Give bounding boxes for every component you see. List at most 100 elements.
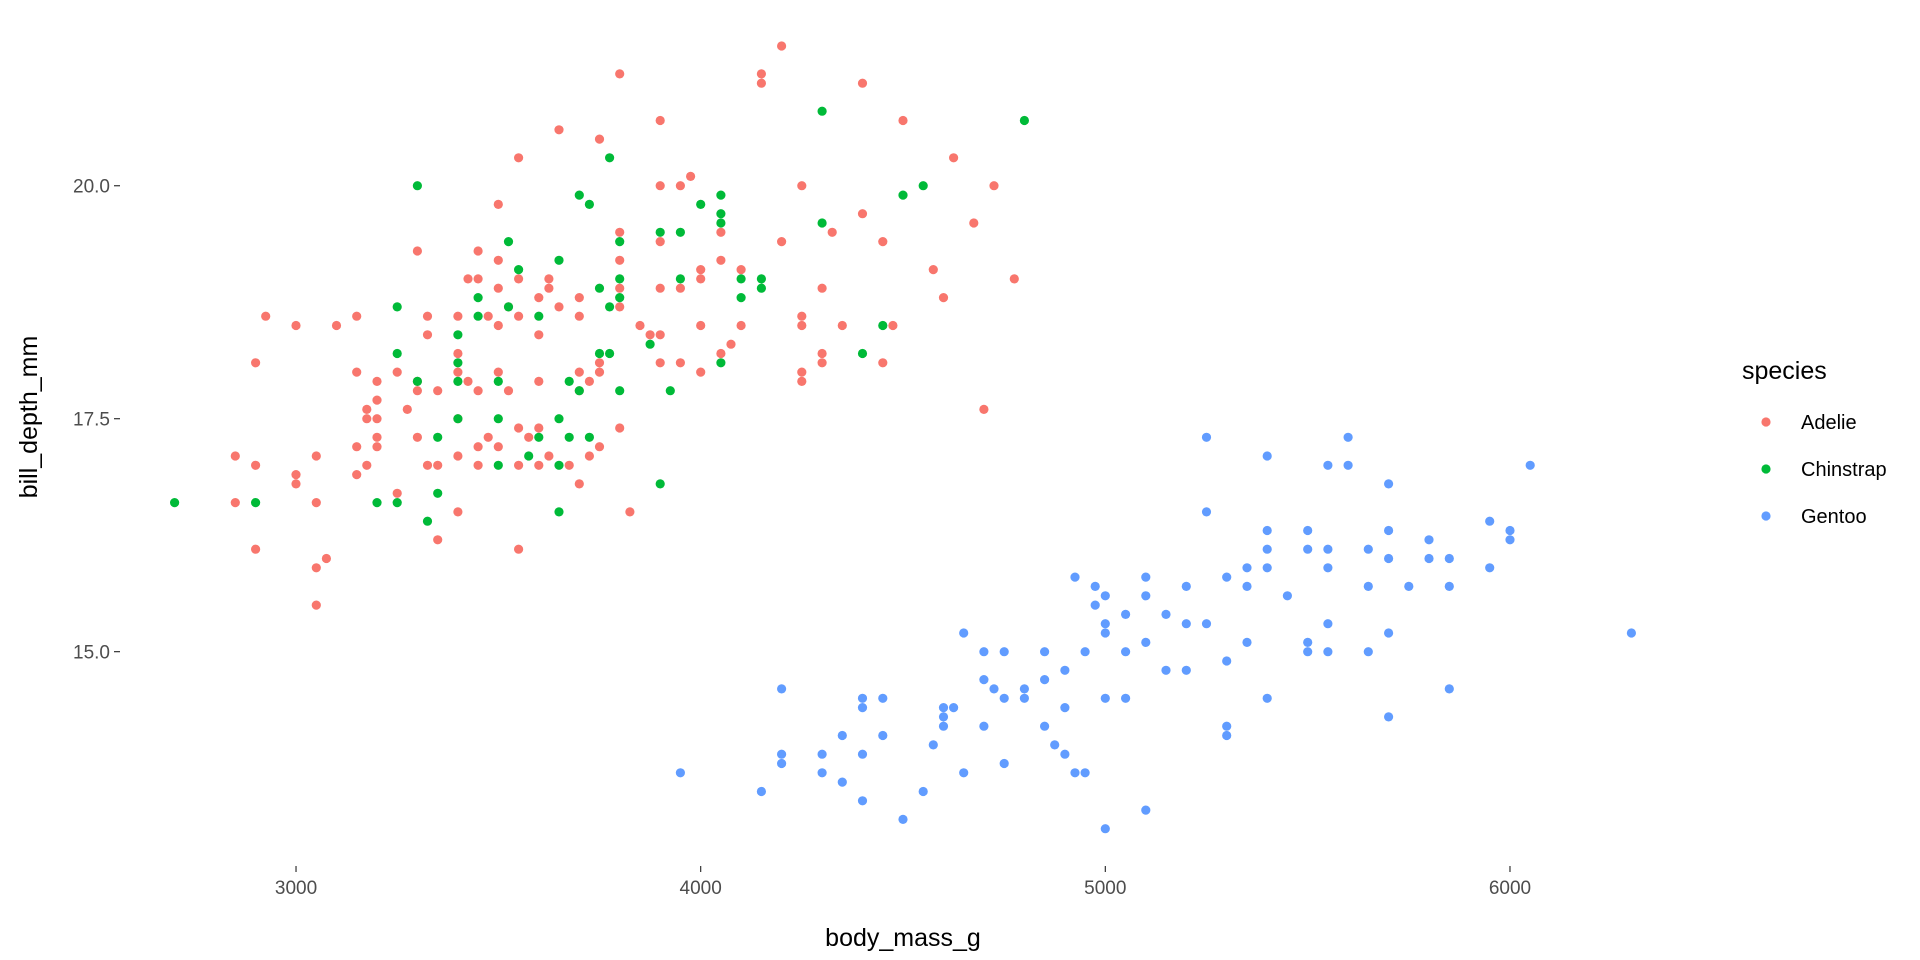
- data-point: [1090, 581, 1100, 592]
- data-point: [412, 432, 422, 442]
- data-point: [372, 498, 382, 508]
- data-point: [473, 274, 483, 284]
- data-point: [311, 600, 321, 610]
- data-point: [675, 181, 686, 191]
- data-point: [655, 237, 665, 247]
- data-point: [878, 237, 888, 247]
- data-point: [544, 274, 554, 284]
- data-point: [352, 311, 362, 321]
- data-point: [493, 255, 503, 265]
- data-point: [928, 740, 938, 750]
- data-point: [696, 199, 706, 209]
- data-point: [594, 348, 605, 359]
- data-point: [1141, 572, 1151, 582]
- data-point: [433, 488, 443, 498]
- data-point: [453, 376, 463, 386]
- data-point: [493, 283, 503, 293]
- data-point: [514, 423, 524, 433]
- data-point: [878, 320, 888, 331]
- data-point: [675, 283, 686, 293]
- data-point: [372, 376, 382, 386]
- data-point: [615, 302, 625, 312]
- data-point: [362, 460, 372, 470]
- data-point: [453, 451, 463, 461]
- data-point: [837, 777, 847, 787]
- data-point: [686, 171, 696, 181]
- data-point: [534, 376, 544, 386]
- data-point: [615, 386, 625, 396]
- data-point: [544, 283, 554, 293]
- data-point: [291, 479, 301, 489]
- data-point: [594, 358, 605, 368]
- legend: species Adelie Chinstrap Gentoo: [1742, 357, 1887, 528]
- data-point: [422, 516, 433, 526]
- data-point: [857, 693, 868, 703]
- data-point: [503, 386, 514, 396]
- data-point: [736, 265, 746, 275]
- data-point: [524, 432, 534, 442]
- data-point: [655, 330, 665, 340]
- data-point: [959, 768, 969, 778]
- data-point: [362, 404, 372, 414]
- data-point: [311, 451, 321, 461]
- data-point: [473, 311, 483, 321]
- data-point: [1303, 637, 1313, 648]
- data-point: [837, 320, 847, 331]
- data-point: [352, 367, 362, 377]
- data-point: [473, 293, 483, 303]
- data-point: [1201, 619, 1212, 629]
- data-point: [675, 358, 686, 368]
- data-point: [1384, 525, 1394, 536]
- data-point: [352, 470, 362, 480]
- data-point: [979, 721, 989, 731]
- data-point: [756, 283, 767, 293]
- data-point: [777, 237, 787, 247]
- data-point: [574, 190, 584, 200]
- data-point: [473, 460, 483, 470]
- data-point: [1222, 721, 1232, 731]
- data-point: [1485, 516, 1495, 526]
- data-point: [392, 488, 402, 498]
- data-point: [1222, 572, 1232, 582]
- data-point: [514, 265, 524, 275]
- x-axis-title: body_mass_g: [825, 924, 981, 952]
- data-point: [1060, 665, 1070, 675]
- data-point: [756, 78, 767, 88]
- data-point: [615, 255, 625, 265]
- data-point: [422, 311, 433, 321]
- data-point: [1040, 647, 1050, 657]
- data-point: [1181, 665, 1191, 675]
- legend-title: species: [1742, 357, 1827, 385]
- data-point: [1626, 628, 1636, 638]
- data-point: [372, 395, 382, 405]
- data-point: [483, 432, 493, 442]
- data-point: [1242, 581, 1252, 592]
- legend-key-adelie: [1761, 417, 1771, 427]
- data-point: [716, 358, 726, 368]
- y-tick-label: 20.0: [73, 177, 110, 198]
- data-point: [1444, 684, 1454, 694]
- data-point: [1384, 712, 1394, 722]
- x-axis: 3000 4000 5000 6000: [275, 866, 1531, 899]
- data-point: [1303, 647, 1313, 657]
- data-point: [554, 125, 564, 135]
- legend-key-chinstrap: [1761, 464, 1771, 474]
- data-point: [412, 181, 422, 191]
- data-point: [655, 283, 665, 293]
- data-point: [594, 283, 605, 293]
- data-point: [514, 274, 524, 284]
- data-point: [362, 414, 372, 424]
- data-point: [352, 442, 362, 452]
- data-point: [1384, 479, 1394, 489]
- data-point: [615, 423, 625, 433]
- data-point: [493, 460, 503, 470]
- data-point: [716, 209, 726, 219]
- data-point: [574, 367, 584, 377]
- data-point: [716, 348, 726, 359]
- series-adelie: [230, 41, 1019, 610]
- data-point: [1323, 563, 1333, 573]
- data-point: [655, 181, 665, 191]
- x-tick-label: 5000: [1084, 878, 1126, 899]
- data-point: [615, 274, 625, 284]
